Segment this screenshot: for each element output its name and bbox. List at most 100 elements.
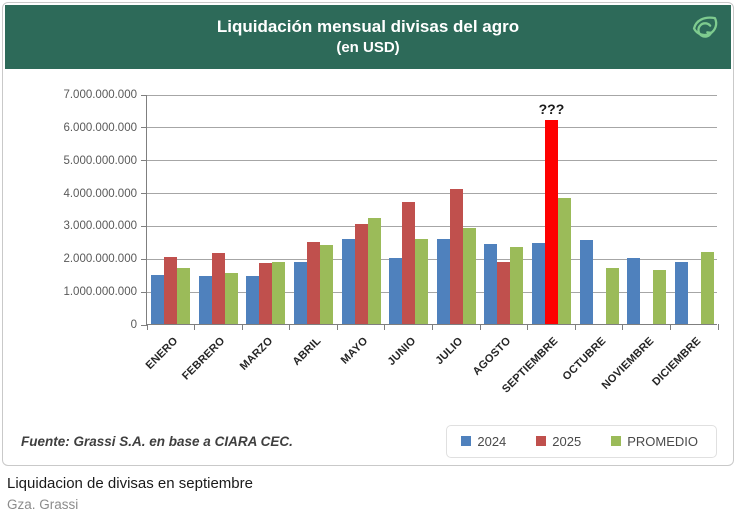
x-axis-tick: [622, 324, 624, 330]
legend-item-2024: 2024: [461, 434, 506, 449]
bar-2025-junio: [402, 201, 416, 324]
bar-2024-agosto: [484, 244, 498, 324]
article-credit: Gza. Grassi: [7, 497, 79, 512]
x-axis-tick: [384, 324, 386, 330]
gridline: [147, 225, 717, 227]
gridline: [147, 258, 717, 260]
bar-2024-octubre: [579, 240, 593, 324]
bar-2025-septiembre: [544, 120, 558, 324]
bar-2024-diciembre: [674, 261, 688, 324]
y-axis-label: 6.000.000.000: [63, 121, 137, 134]
x-axis-label-mayo: MAYO: [338, 335, 371, 367]
bar-promedio-marzo: [272, 261, 286, 324]
gridline: [147, 291, 717, 293]
y-axis-tick: [141, 94, 147, 96]
y-axis-label: 3.000.000.000: [63, 220, 137, 233]
gridline: [147, 127, 717, 129]
bar-2025-abril: [307, 241, 321, 324]
legend-swatch: [611, 436, 622, 446]
x-axis-label-abril: ABRIL: [290, 335, 324, 368]
chart-subtitle: (en USD): [336, 39, 400, 56]
gridline: [147, 193, 717, 195]
legend-swatch: [461, 436, 472, 446]
bar-2024-junio: [389, 258, 403, 324]
y-axis-label: 2.000.000.000: [63, 253, 137, 266]
x-axis-label-marzo: MARZO: [237, 335, 276, 373]
x-axis-label-octubre: OCTUBRE: [560, 335, 609, 383]
x-axis-tick: [336, 324, 338, 330]
bar-promedio-enero: [177, 268, 191, 324]
plot-panel: 0 1.000.000.000 2.000.000.000 3.000.000.000…: [5, 71, 731, 463]
bar-2024-enero: [151, 274, 165, 324]
source-attribution: Fuente: Grassi S.A. en base a CIARA CEC.: [21, 433, 293, 449]
bar-promedio-diciembre: [700, 251, 714, 324]
x-axis-tick: [241, 324, 243, 330]
bar-2025-agosto: [497, 261, 511, 324]
x-axis-label-noviembre: NOVIEMBRE: [599, 335, 657, 392]
bar-promedio-noviembre: [653, 269, 667, 324]
y-axis-label: 1.000.000.000: [63, 286, 137, 299]
chart-title: Liquidación mensual divisas del agro: [216, 17, 520, 36]
bar-2025-marzo: [259, 263, 273, 324]
bar-2024-abril: [294, 261, 308, 324]
legend-item-2025: 2025: [536, 434, 581, 449]
x-axis-tick: [717, 324, 719, 330]
x-axis-label-diciembre: DICIEMBRE: [650, 335, 704, 389]
bar-2025-enero: [164, 256, 178, 324]
x-axis-tick: [527, 324, 529, 330]
y-axis-label: 4.000.000.000: [63, 187, 137, 200]
x-axis-tick: [432, 324, 433, 330]
bar-promedio-junio: [415, 239, 429, 324]
article-caption: Liquidacion de divisas en septiembre: [7, 475, 253, 492]
gridline: [147, 94, 717, 96]
bar-2024-noviembre: [627, 258, 641, 324]
legend: 2024 2025 PROMEDIO: [446, 424, 717, 458]
bar-promedio-septiembre: [557, 197, 571, 324]
bar-promedio-octubre: [605, 268, 619, 324]
x-axis-tick: [146, 324, 148, 330]
legend-label: 2024: [477, 433, 507, 449]
x-axis-label-enero: ENERO: [143, 335, 181, 372]
y-axis-label: 0: [130, 319, 137, 331]
x-axis-tick: [289, 324, 291, 330]
legend-swatch: [536, 436, 547, 446]
bar-2024-febrero: [198, 275, 212, 324]
bar-2024-mayo: [341, 239, 355, 324]
bar-2025-julio: [449, 189, 463, 324]
bar-promedio-julio: [462, 228, 476, 324]
y-axis-tick: [141, 324, 147, 326]
bar-promedio-febrero: [224, 273, 238, 324]
y-axis-label: 5.000.000.000: [63, 154, 137, 167]
y-axis-tick: [141, 160, 147, 162]
x-axis-label-julio: JULIO: [433, 335, 466, 368]
x-axis-tick: [194, 324, 196, 330]
y-axis-label: 7.000.000.000: [63, 89, 137, 101]
bar-2024-septiembre: [531, 242, 545, 324]
highlight-annotation: ???: [538, 101, 565, 118]
chart-figure: Liquidación mensual divisas del agro (en…: [2, 2, 734, 466]
y-axis-tick: [141, 291, 147, 293]
chart-header: Liquidación mensual divisas del agro (en…: [5, 5, 731, 69]
y-axis-tick: [141, 258, 147, 260]
bar-promedio-mayo: [367, 217, 381, 324]
chart-footer: Fuente: Grassi S.A. en base a CIARA CEC.…: [21, 419, 717, 463]
x-axis-tick: [669, 324, 671, 330]
legend-label: 2025: [552, 433, 582, 449]
x-axis-tick: [574, 324, 576, 330]
bar-promedio-abril: [320, 244, 334, 324]
bar-2025-mayo: [354, 223, 368, 324]
x-axis-label-febrero: FEBRERO: [180, 335, 228, 383]
legend-item-promedio: PROMEDIO: [611, 434, 698, 449]
y-axis-tick: [141, 225, 147, 227]
x-axis-label-junio: JUNIO: [385, 335, 419, 368]
legend-label: PROMEDIO: [627, 433, 698, 449]
grassi-leaf-logo-icon: [692, 16, 718, 38]
x-axis-label-agosto: AGOSTO: [470, 335, 514, 378]
plot-area: ???: [141, 94, 719, 330]
x-axis-tick: [479, 324, 481, 330]
x-axis-label-septiembre: SEPTIEMBRE: [500, 335, 561, 396]
bar-2024-julio: [436, 239, 450, 324]
y-axis-tick: [141, 127, 147, 129]
y-axis-tick: [141, 193, 147, 195]
gridline: [147, 160, 717, 162]
